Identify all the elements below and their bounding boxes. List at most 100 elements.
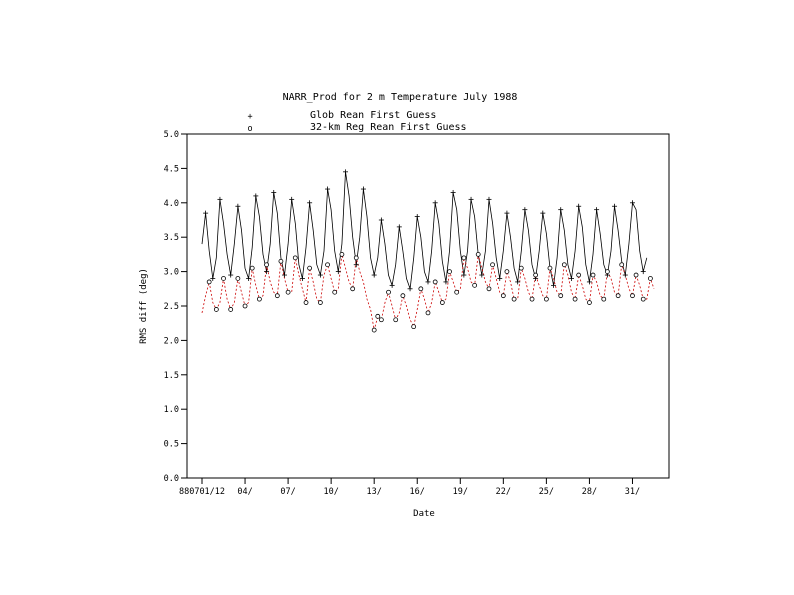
data-point-reg [533, 272, 539, 278]
data-point-reg [375, 313, 381, 319]
data-point-glob [203, 210, 209, 216]
data-point-glob [576, 203, 582, 209]
y-tick-label: 1.0 [164, 405, 179, 415]
data-point-reg [303, 300, 309, 305]
data-point-reg [543, 296, 549, 302]
data-point-glob [461, 272, 467, 278]
data-point-reg [475, 251, 481, 257]
data-point-glob [235, 203, 241, 209]
data-point-glob [612, 203, 618, 209]
legend-label-glob: Glob Rean First Guess [310, 110, 436, 121]
data-point-glob [246, 275, 252, 281]
data-point-reg [425, 310, 431, 316]
data-point-reg [317, 300, 323, 305]
data-point-reg [511, 296, 517, 302]
data-point-reg [572, 296, 578, 302]
data-point-glob [299, 275, 305, 281]
data-point-reg [249, 265, 255, 271]
data-point-reg [500, 293, 506, 299]
data-point-reg [630, 293, 635, 299]
data-point-glob [264, 269, 270, 275]
y-axis-label: RMS diff (deg) [139, 268, 149, 344]
y-tick-label: 2.5 [164, 302, 179, 312]
data-point-glob [479, 272, 485, 278]
data-point-glob [522, 207, 528, 213]
data-point-reg [439, 300, 445, 305]
data-point-reg [561, 262, 567, 268]
y-tick-label: 0.5 [164, 440, 179, 450]
data-point-reg [278, 258, 284, 264]
y-axis: 0.0 0.5 1.0 1.5 2.0 2.5 3.0 3.5 4.0 4.5 5.0 [164, 130, 187, 484]
data-point-reg [264, 262, 269, 268]
data-point-reg [590, 272, 596, 278]
data-point-reg [386, 289, 391, 295]
x-tick-label: 28/ [582, 487, 597, 497]
data-point-reg [486, 286, 492, 292]
x-tick-label: 22/ [496, 487, 511, 497]
y-tick-label: 0.0 [164, 474, 179, 484]
data-point-glob [622, 272, 628, 278]
y-tick-label: 4.5 [164, 164, 179, 174]
data-point-glob [486, 196, 492, 202]
data-point-glob [568, 275, 574, 281]
data-point-reg [472, 282, 478, 288]
plot-frame [186, 133, 670, 479]
data-point-reg [576, 272, 582, 278]
x-tick-label: 19/ [453, 487, 468, 497]
data-point-reg [633, 272, 639, 278]
y-tick-label: 3.5 [164, 233, 179, 243]
chart-title: NARR_Prod for 2 m Temperature July 1988 [283, 92, 518, 103]
data-point-reg [604, 269, 610, 275]
y-tick-label: 4.0 [164, 199, 179, 209]
data-point-glob [378, 217, 384, 223]
data-point-glob [353, 262, 359, 268]
x-tick-label: 04/ [237, 487, 252, 497]
data-point-glob [594, 207, 600, 213]
data-point-reg [274, 293, 280, 299]
data-point-reg [640, 296, 646, 302]
y-tick-label: 2.0 [164, 336, 179, 346]
x-tick-label: 25/ [539, 487, 554, 497]
data-point-reg [353, 255, 359, 261]
data-point-glob [289, 196, 295, 202]
data-point-glob [371, 272, 377, 278]
data-point-reg [256, 296, 262, 302]
data-point-glob [586, 279, 592, 285]
data-point-reg [206, 279, 212, 285]
data-point-glob [504, 210, 510, 216]
y-tick-label: 1.5 [164, 371, 179, 381]
data-point-reg [235, 276, 241, 281]
y-tick-label: 5.0 [164, 130, 179, 140]
data-point-glob [210, 275, 216, 281]
data-point-reg [601, 296, 607, 302]
data-point-reg [221, 276, 226, 281]
x-tick-label: 07/ [280, 487, 295, 497]
data-point-reg [432, 279, 438, 285]
data-point-glob [253, 193, 259, 199]
data-point-glob [389, 282, 395, 288]
data-point-reg [378, 317, 384, 323]
data-point-reg [393, 317, 399, 323]
data-point-reg [619, 262, 625, 268]
x-axis-label: Date [413, 509, 435, 519]
data-point-glob [432, 200, 438, 206]
x-tick-label: 10/ [323, 487, 338, 497]
data-point-reg [454, 289, 460, 295]
data-point-glob [342, 169, 348, 175]
data-point-reg [213, 307, 219, 312]
data-point-reg [615, 293, 621, 299]
data-point-reg [648, 276, 653, 281]
data-point-reg [461, 255, 467, 261]
data-point-reg [350, 286, 356, 292]
data-point-glob [335, 269, 341, 275]
data-point-reg [325, 262, 330, 268]
x-tick-label: 13/ [367, 487, 382, 497]
data-point-glob [540, 210, 546, 216]
data-point-glob [414, 214, 420, 220]
data-point-glob [217, 196, 223, 202]
legend-symbol-reg: o [247, 124, 252, 134]
x-tick-label: 31/ [625, 487, 640, 497]
data-point-reg [587, 300, 592, 305]
data-point-glob [307, 200, 313, 206]
data-point-reg [400, 293, 406, 299]
